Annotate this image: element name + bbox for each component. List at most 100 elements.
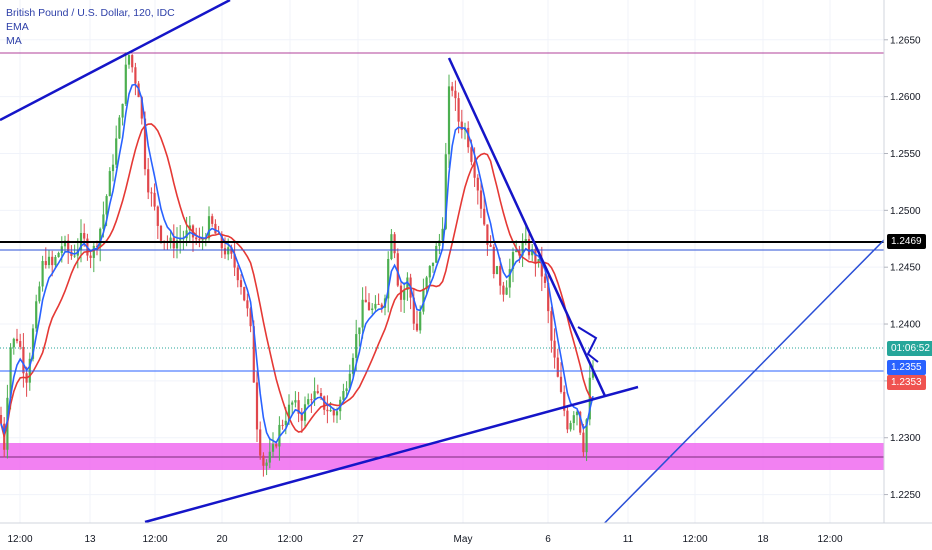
candle-body [422,288,425,312]
candle-body [447,86,451,155]
candle-body [156,206,159,226]
candle-body [54,257,57,266]
candle-body [467,127,470,148]
candle-body [243,287,246,301]
candle-body [127,55,131,65]
candle-body [159,225,163,241]
candle-body [428,266,431,278]
candle-body [201,239,204,241]
candle-body [223,248,227,255]
candle-body [150,192,153,194]
candle-body [419,311,422,331]
candle-body [22,346,25,374]
descending-trendline[interactable] [447,57,607,397]
symbol-title[interactable]: British Pound / U.S. Dollar, 120, IDC [6,7,175,19]
candle-body [15,338,19,342]
candle-body [300,413,303,421]
ema-indicator-label[interactable]: EMA [6,21,29,33]
candle-body [198,239,201,241]
candle-body [505,287,508,295]
candle-body [239,280,243,288]
ascending-trendline[interactable] [577,239,885,550]
candle-body [51,256,54,266]
candle-body [268,451,271,463]
ma-price-tag: 1.2353 [887,375,926,390]
candle-body [31,328,35,359]
price-tick-label: 1.2450 [890,263,921,274]
candle-body [579,411,582,433]
candle-body [153,192,156,207]
candle-body [12,338,15,348]
candle-body [351,357,355,374]
candle-body [175,240,179,249]
wedge-sketch[interactable] [577,326,599,363]
candle-body [57,252,60,258]
candle-body [393,234,396,254]
candle-body [425,277,428,289]
candle-body [252,326,255,383]
candle-body [332,409,335,416]
candle-body [143,118,147,170]
candle-body [323,396,326,410]
candle-body [169,237,172,243]
candle-body [483,208,486,225]
candle-body [508,269,511,288]
candle-body [35,301,38,329]
candle-body [460,121,463,131]
candle-body [233,253,236,268]
candle-body [550,311,553,341]
candle-body [559,376,563,392]
candle-body [492,246,495,275]
candle-body [361,299,364,328]
candle-body [83,233,86,239]
upper-trendline[interactable] [0,0,231,122]
candle-body [502,285,505,295]
ma-indicator-label[interactable]: MA [6,35,22,47]
candle-body [63,240,67,247]
candle-body [47,256,51,266]
candle-body [591,369,595,378]
candle-body [89,255,92,258]
candle-body [179,239,182,241]
candle-body [335,411,339,416]
time-tick-label: 18 [757,534,769,545]
candle-body [524,239,527,242]
candle-body [540,259,543,277]
candle-body [319,393,323,397]
candle-body [73,255,76,257]
candle-body [207,216,211,239]
time-tick-label: May [454,534,473,545]
candle-body [585,419,588,453]
candle-body [236,267,239,281]
candle-body [291,402,294,405]
candle-body [396,253,399,286]
drawing-tools [0,0,885,550]
candle-body [527,239,531,256]
candle-body [195,237,198,240]
price-axis-panel[interactable] [884,0,932,523]
candle-body [403,289,406,300]
candle-body [377,303,380,305]
time-axis-panel[interactable] [0,523,932,550]
candle-body [521,241,524,256]
time-tick-label: 27 [352,534,364,545]
candle-body [563,391,566,411]
candle-body [111,164,115,172]
time-tick-label: 12:00 [142,534,167,545]
candle-body [92,245,95,258]
candle-body [310,399,313,401]
candle-body [486,224,489,245]
candlestick-series [0,52,595,477]
candle-body [367,302,371,311]
price-tick-label: 1.2600 [890,92,921,103]
candle-body [476,177,479,191]
candle-body [390,234,393,259]
candle-body [329,409,332,412]
candle-body [185,230,188,239]
candle-body [435,245,438,263]
lower-trendline[interactable] [144,385,639,524]
candle-body [387,258,390,299]
candle-body [294,400,297,403]
candle-body [287,404,291,421]
